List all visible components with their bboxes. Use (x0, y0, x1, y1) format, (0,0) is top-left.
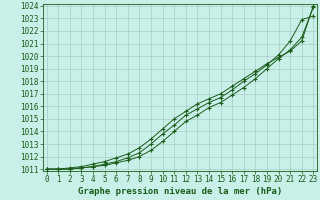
X-axis label: Graphe pression niveau de la mer (hPa): Graphe pression niveau de la mer (hPa) (78, 187, 282, 196)
